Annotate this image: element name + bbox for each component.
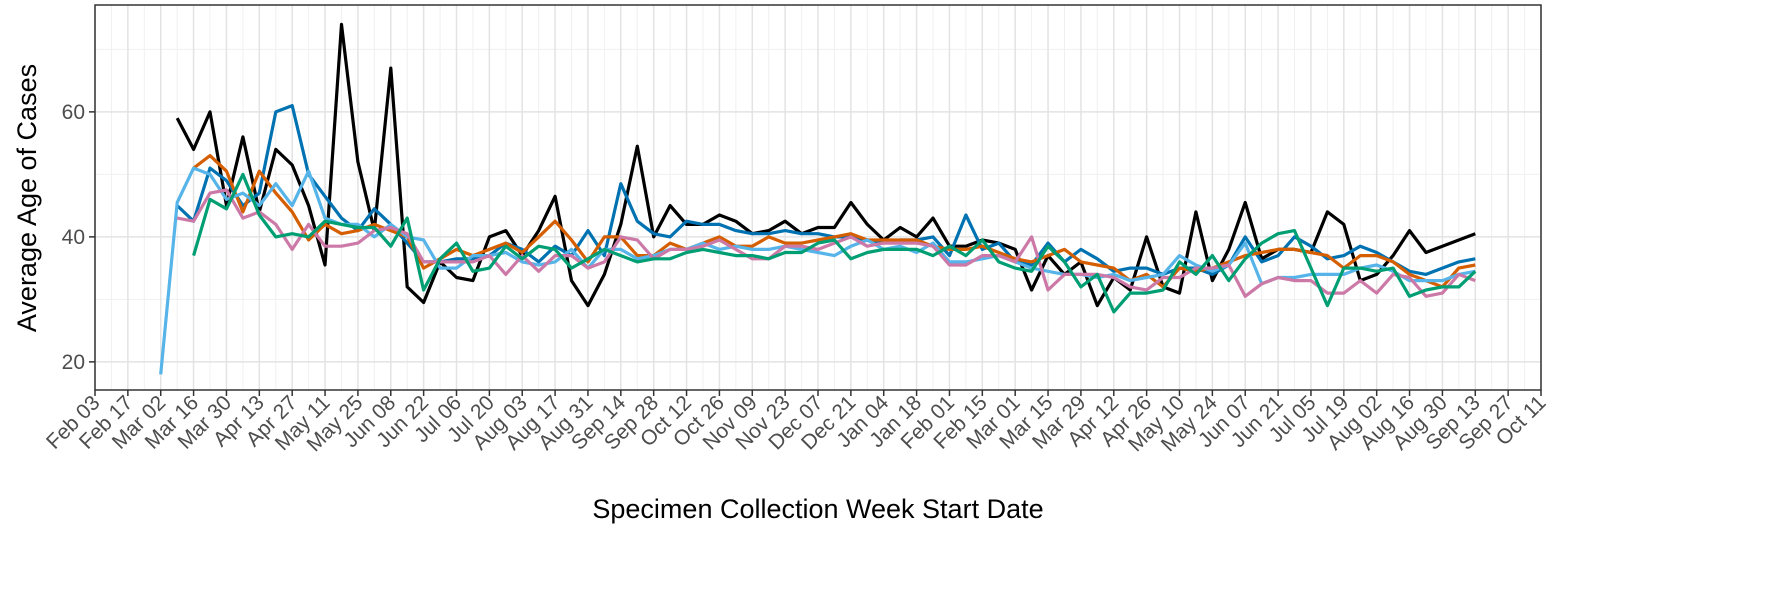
y-tick-label: 20 [62,351,85,374]
series-line [175,22,1476,308]
lines [159,22,1477,375]
series-line [192,172,1477,314]
series-line [176,188,1476,298]
plot-border [94,4,1542,391]
y-tick-label: 40 [62,226,85,249]
y-tick-label: 60 [62,101,85,124]
grid [94,5,1542,390]
y-axis-title: Average Age of Cases [12,64,42,332]
x-axis-title: Specimen Collection Week Start Date [592,494,1043,524]
